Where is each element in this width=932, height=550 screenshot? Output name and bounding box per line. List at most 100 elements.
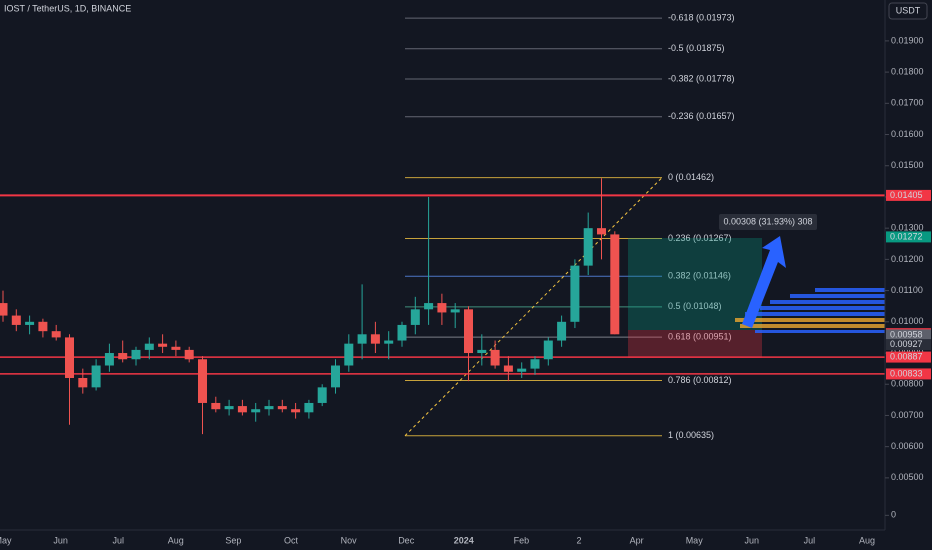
fib-label: -0.236 (0.01657) <box>668 111 735 121</box>
fib-label: 0.236 (0.01267) <box>668 233 732 243</box>
measure-label: 0.00308 (31.93%) 308 <box>723 216 812 226</box>
price-tick-label: 0.00800 <box>891 379 924 389</box>
candle-body <box>410 309 420 325</box>
candle-body <box>357 334 367 344</box>
measure-box <box>719 214 817 230</box>
price-tick-label: 0.01800 <box>891 66 924 76</box>
candle-body <box>158 343 168 347</box>
candle-body <box>317 387 327 403</box>
time-tick-label: May <box>0 535 12 545</box>
candle-body <box>543 340 553 360</box>
price-tick-label: 0.01300 <box>891 223 924 233</box>
price-tick-label: 0.01200 <box>891 254 924 264</box>
fib-label: 0 (0.01462) <box>668 172 714 182</box>
fib-label: 0.786 (0.00812) <box>668 375 732 385</box>
time-tick-label: Jun <box>53 535 68 545</box>
fib-label: -0.382 (0.01778) <box>668 73 735 83</box>
time-tick-label: May <box>686 535 704 545</box>
candle-body <box>503 365 513 372</box>
candle-body <box>517 368 527 372</box>
price-tag-label: 0.01272 <box>890 231 923 241</box>
candle-body <box>51 331 61 338</box>
price-tick-label: 0.01700 <box>891 98 924 108</box>
candle-body <box>118 353 128 360</box>
candle-body <box>171 346 181 350</box>
time-tick-label: Apr <box>630 535 644 545</box>
candle-body <box>25 321 35 325</box>
candle-body <box>184 349 194 360</box>
price-tag <box>886 368 931 380</box>
price-tick-label: 0.00700 <box>891 410 924 420</box>
candle-body <box>384 340 394 344</box>
candle-body <box>490 349 500 366</box>
price-tag-label: 0.00927 <box>890 339 923 349</box>
time-tick-label: 2 <box>576 535 581 545</box>
fib-label: 0.5 (0.01048) <box>668 301 722 311</box>
time-tick-label: Sep <box>225 535 241 545</box>
volume-profile <box>735 288 885 333</box>
price-tick-label: 0.01500 <box>891 160 924 170</box>
price-tick-label: 0.01000 <box>891 316 924 326</box>
time-tick-label: Jun <box>745 535 760 545</box>
candle-body <box>264 406 274 410</box>
fib-label: 0.382 (0.01146) <box>668 271 731 281</box>
time-tick-label: 2024 <box>454 535 474 545</box>
price-tick-label: 0.01900 <box>891 35 924 45</box>
candle-body <box>331 365 340 388</box>
price-tick-label: 0 <box>891 510 896 520</box>
price-axis <box>885 0 932 550</box>
candle-body <box>437 303 447 313</box>
candle-body <box>464 309 473 354</box>
price-tag <box>886 339 931 351</box>
loss-zone <box>628 330 762 358</box>
price-tick-label: 0.01100 <box>891 285 923 295</box>
candle-body <box>450 309 460 313</box>
candle-body <box>597 228 606 235</box>
price-tick-label: 0.00600 <box>891 441 924 451</box>
price-tag-label: 0.00833 <box>890 368 923 378</box>
candle-body <box>0 303 8 316</box>
price-tag-label: 0.01405 <box>890 190 923 200</box>
candle-body <box>304 402 314 413</box>
price-tick-label: 0.00500 <box>891 472 924 482</box>
price-tag <box>886 329 931 341</box>
time-tick-label: Jul <box>804 535 816 545</box>
profit-zone <box>628 238 762 330</box>
candle-body <box>78 377 88 388</box>
candle-body <box>477 349 487 354</box>
candle-body <box>144 343 154 350</box>
time-tick-label: Aug <box>168 535 184 545</box>
candle-body <box>530 359 540 369</box>
candle-body <box>211 402 221 410</box>
currency[interactable]: USDT <box>896 5 921 15</box>
fib-trend <box>404 177 663 437</box>
time-tick-label: Oct <box>284 535 299 545</box>
candle-body <box>11 315 21 325</box>
candle-body <box>198 359 207 403</box>
candle-body <box>251 409 261 413</box>
candle-body <box>91 365 101 388</box>
time-tick-label: Aug <box>859 535 875 545</box>
fib-label: -0.5 (0.01875) <box>668 43 725 53</box>
candle-body <box>104 353 114 366</box>
candle-body <box>583 228 593 266</box>
price-tag <box>886 351 931 363</box>
fib-label: -0.618 (0.01973) <box>668 12 735 22</box>
candle-body <box>131 349 141 360</box>
price-tag <box>886 189 931 201</box>
currency-button[interactable] <box>888 2 928 20</box>
time-tick-label: Jul <box>112 535 124 545</box>
candle-body <box>224 406 234 410</box>
candle-body <box>610 234 620 335</box>
candle-body <box>237 406 247 413</box>
candle-body <box>397 324 407 341</box>
candle-body <box>370 334 380 344</box>
price-tick-label: 0.01600 <box>891 129 924 139</box>
candle-body <box>344 343 354 366</box>
symbol-title: IOST / TetherUS, 1D, BINANCE <box>4 3 131 13</box>
candle-body <box>291 409 301 413</box>
candle-body <box>38 321 48 332</box>
